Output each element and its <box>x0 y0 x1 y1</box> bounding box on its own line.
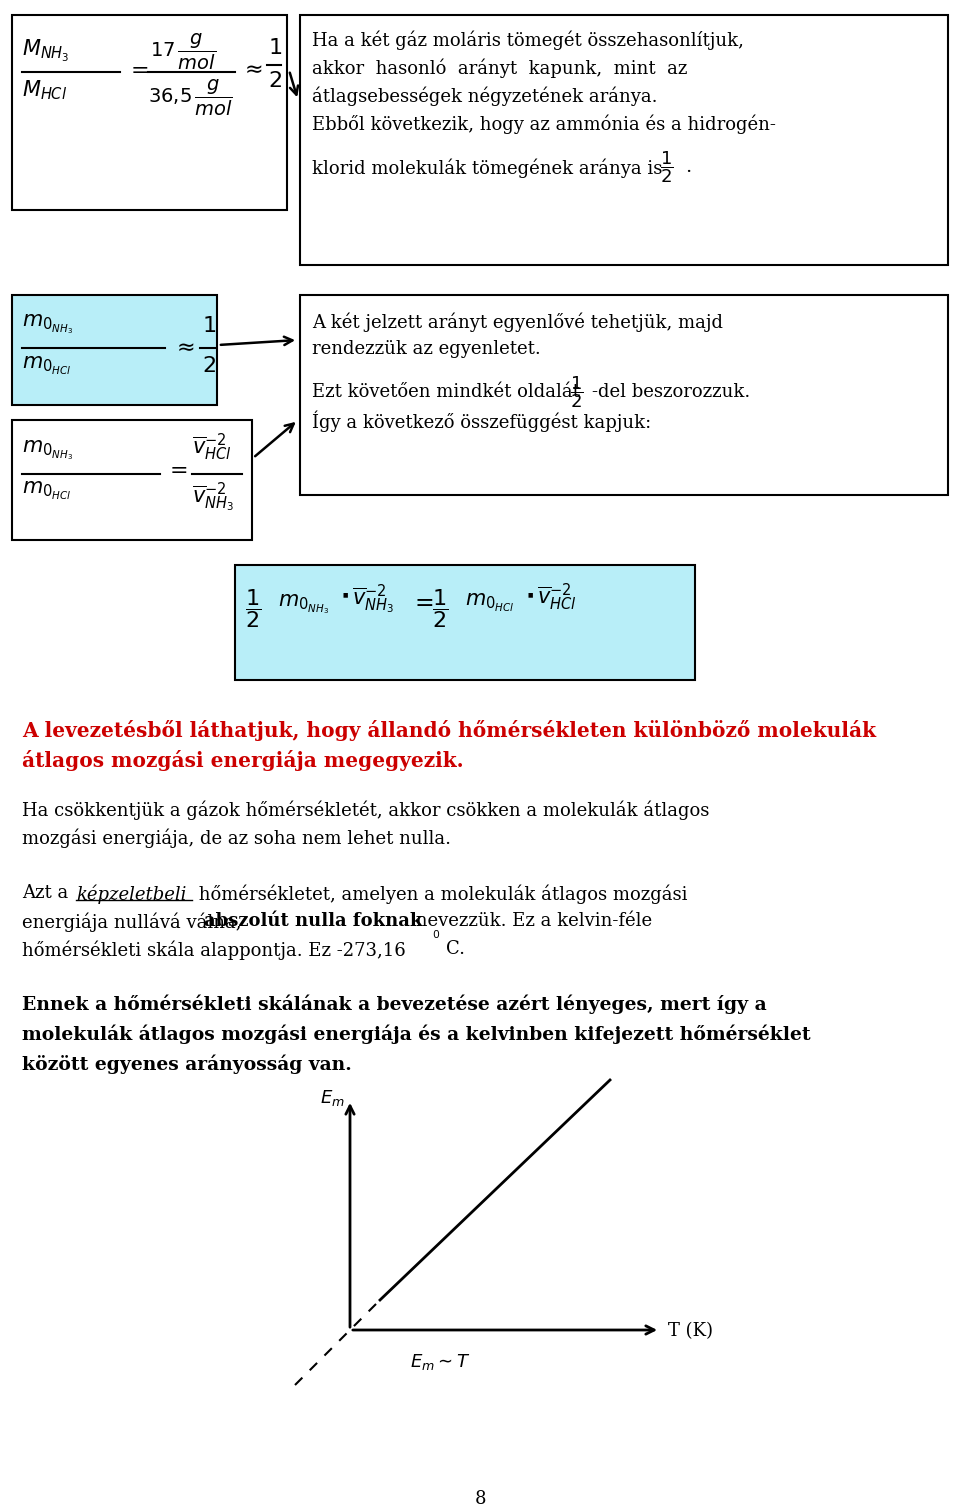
Text: hőmérsékletet, amelyen a molekulák átlagos mozgási: hőmérsékletet, amelyen a molekulák átlag… <box>193 883 687 903</box>
Text: $m_{0_{HCl}}$: $m_{0_{HCl}}$ <box>22 355 71 378</box>
Text: -del beszorozzuk.: -del beszorozzuk. <box>592 382 751 400</box>
Text: akkor  hasonló  arányt  kapunk,  mint  az: akkor hasonló arányt kapunk, mint az <box>312 59 687 77</box>
Text: $\dfrac{1}{2}$: $\dfrac{1}{2}$ <box>245 587 261 631</box>
Text: Ebből következik, hogy az ammónia és a hidrogén-: Ebből következik, hogy az ammónia és a h… <box>312 114 776 134</box>
Text: $E_m{\sim}T$: $E_m{\sim}T$ <box>410 1351 470 1373</box>
Text: Ha csökkentjük a gázok hőmérsékletét, akkor csökken a molekulák átlagos: Ha csökkentjük a gázok hőmérsékletét, ak… <box>22 801 709 820</box>
Text: $1$: $1$ <box>268 38 282 59</box>
Text: $\dfrac{1}{2}$: $\dfrac{1}{2}$ <box>660 149 674 185</box>
Text: rendezzük az egyenletet.: rendezzük az egyenletet. <box>312 340 540 358</box>
Text: A levezetésből láthatjuk, hogy állandó hőmérsékleten különböző molekulák: A levezetésből láthatjuk, hogy állandó h… <box>22 719 876 740</box>
Text: átlagos mozgási energiája megegyezik.: átlagos mozgási energiája megegyezik. <box>22 749 464 771</box>
Text: $\boldsymbol{\cdot}$: $\boldsymbol{\cdot}$ <box>340 584 348 607</box>
Text: $E_m$: $E_m$ <box>321 1088 345 1108</box>
Text: $m_{0_{NH_3}}$: $m_{0_{NH_3}}$ <box>278 591 329 616</box>
Text: A két jelzett arányt egyenlővé tehetjük, majd: A két jelzett arányt egyenlővé tehetjük,… <box>312 312 723 331</box>
Text: $=$: $=$ <box>126 59 149 80</box>
Text: $\dfrac{1}{2}$: $\dfrac{1}{2}$ <box>432 587 448 631</box>
Text: $\overline{v}_{HCl}^{-2}$: $\overline{v}_{HCl}^{-2}$ <box>192 432 231 464</box>
Text: Ennek a hőmérsékleti skálának a bevezetése azért lényeges, mert így a: Ennek a hőmérsékleti skálának a bevezeté… <box>22 995 767 1014</box>
Text: Így a következő összefüggést kapjuk:: Így a következő összefüggést kapjuk: <box>312 411 651 432</box>
Text: $2$: $2$ <box>268 71 282 92</box>
FancyBboxPatch shape <box>235 564 695 680</box>
Text: T (K): T (K) <box>668 1321 713 1339</box>
Text: hőmérsékleti skála alappontja. Ez -273,16: hőmérsékleti skála alappontja. Ez -273,1… <box>22 941 406 960</box>
Text: $\overline{v}_{NH_3}^{-2}$: $\overline{v}_{NH_3}^{-2}$ <box>352 582 395 616</box>
Text: átlagsebességek négyzetének aránya.: átlagsebességek négyzetének aránya. <box>312 86 658 105</box>
Text: $m_{0_{NH_3}}$: $m_{0_{NH_3}}$ <box>22 312 73 336</box>
FancyBboxPatch shape <box>12 295 217 405</box>
Text: Ha a két gáz moláris tömegét összehasonlítjuk,: Ha a két gáz moláris tömegét összehasonl… <box>312 30 744 50</box>
Text: $m_{0_{HCl}}$: $m_{0_{HCl}}$ <box>22 480 71 503</box>
FancyBboxPatch shape <box>12 15 287 211</box>
Text: molekulák átlagos mozgási energiája és a kelvinben kifejezett hőmérséklet: molekulák átlagos mozgási energiája és a… <box>22 1025 810 1044</box>
FancyBboxPatch shape <box>12 420 252 540</box>
Text: $17\,\dfrac{g}{mol}$: $17\,\dfrac{g}{mol}$ <box>150 32 216 72</box>
FancyBboxPatch shape <box>300 295 948 495</box>
Text: $M_{NH_3}$: $M_{NH_3}$ <box>22 38 69 65</box>
Text: képzeletbeli: képzeletbeli <box>76 883 186 903</box>
Text: $36{,}5\,\dfrac{g}{mol}$: $36{,}5\,\dfrac{g}{mol}$ <box>148 78 233 117</box>
Text: $m_{0_{HCl}}$: $m_{0_{HCl}}$ <box>465 591 515 614</box>
Text: klorid molekulák tömegének aránya is: klorid molekulák tömegének aránya is <box>312 158 662 178</box>
Text: mozgási energiája, de az soha nem lehet nulla.: mozgási energiája, de az soha nem lehet … <box>22 828 451 847</box>
Text: .: . <box>685 158 691 176</box>
Text: $\approx$: $\approx$ <box>240 59 263 80</box>
Text: nevezzük. Ez a kelvin-féle: nevezzük. Ez a kelvin-féle <box>410 912 652 930</box>
Text: $m_{0_{NH_3}}$: $m_{0_{NH_3}}$ <box>22 438 73 462</box>
Text: között egyenes arányosság van.: között egyenes arányosság van. <box>22 1055 351 1075</box>
Text: energiája nullává válna,: energiája nullává válna, <box>22 912 248 932</box>
Text: Azt a: Azt a <box>22 883 74 901</box>
Text: $\dfrac{1}{2}$: $\dfrac{1}{2}$ <box>570 375 584 409</box>
Text: $\approx$: $\approx$ <box>172 336 195 358</box>
Text: $\overline{v}_{NH_3}^{-2}$: $\overline{v}_{NH_3}^{-2}$ <box>192 480 234 513</box>
Text: $=$: $=$ <box>410 590 434 613</box>
Text: C.: C. <box>446 941 465 959</box>
Text: $\boldsymbol{\cdot}$: $\boldsymbol{\cdot}$ <box>525 584 534 607</box>
FancyBboxPatch shape <box>300 15 948 265</box>
Text: ${}^0$: ${}^0$ <box>432 932 441 947</box>
Text: $\overline{v}_{HCl}^{-2}$: $\overline{v}_{HCl}^{-2}$ <box>537 582 577 613</box>
Text: $1$: $1$ <box>202 315 216 337</box>
Text: $M_{HCl}$: $M_{HCl}$ <box>22 78 67 102</box>
Text: abszolút nulla foknak: abszolút nulla foknak <box>204 912 422 930</box>
Text: 8: 8 <box>474 1490 486 1505</box>
Text: $2$: $2$ <box>202 355 216 376</box>
Text: $=$: $=$ <box>165 458 187 480</box>
Text: Ezt követően mindkét oldalát: Ezt követően mindkét oldalát <box>312 382 580 400</box>
